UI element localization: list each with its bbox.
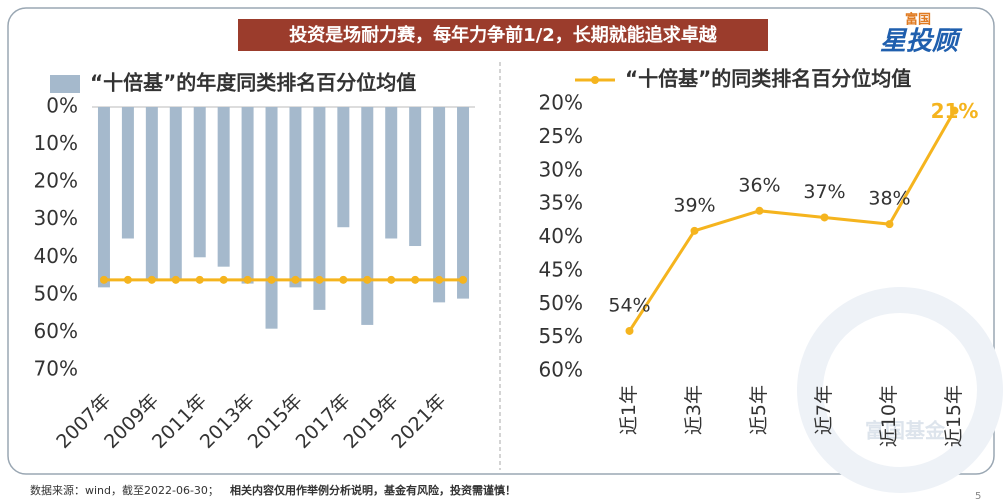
bar (97, 107, 110, 288)
watermark: 富国基金 (865, 419, 946, 443)
data-label: 21% (931, 99, 979, 123)
x-tick-label: 近1年 (618, 385, 640, 435)
y-tick-label: 20% (539, 91, 583, 115)
bar (169, 107, 182, 280)
footer-source: 数据来源：wind，截至2022-06-30； (30, 483, 219, 497)
logo-top: 富国 (905, 12, 931, 28)
marker (291, 275, 300, 284)
title-banner (238, 19, 768, 51)
marker (123, 275, 132, 284)
marker (243, 275, 252, 284)
data-label: 36% (738, 174, 780, 196)
title: 投资是场耐力赛，每年力争前1/2，长期就能追求卓越 (289, 24, 718, 46)
y-tick-label: 60% (539, 358, 583, 382)
y-tick-label: 40% (539, 224, 583, 248)
y-tick-label: 25% (539, 124, 583, 148)
marker (435, 275, 444, 284)
page-number: 5 (975, 491, 981, 502)
marker (387, 275, 396, 284)
marker (820, 213, 829, 222)
x-tick-label: 近3年 (683, 385, 705, 435)
marker (950, 106, 959, 115)
bar (193, 107, 206, 258)
y-tick-label: 0% (46, 94, 78, 118)
marker (755, 206, 764, 215)
x-tick-label: 近15年 (943, 385, 965, 447)
bar (289, 107, 302, 288)
y-tick-label: 50% (34, 281, 78, 305)
logo-main: 星投顾 (880, 27, 963, 57)
y-tick-label: 50% (539, 291, 583, 315)
x-tick-label: 近10年 (878, 385, 900, 447)
marker (219, 275, 228, 284)
marker (339, 275, 348, 284)
y-tick-label: 45% (539, 257, 583, 281)
watermark-ring (797, 287, 1003, 493)
bar (241, 107, 254, 284)
marker (99, 275, 108, 284)
y-tick-label: 55% (539, 324, 583, 348)
legend-label: “十倍基”的同类排名百分位均值 (625, 67, 911, 91)
data-label: 37% (803, 181, 845, 203)
marker (171, 275, 180, 284)
marker (195, 275, 204, 284)
footer-note: 相关内容仅用作举例分析说明，基金有风险，投资需谨慎！ (230, 483, 516, 497)
data-label: 54% (608, 294, 650, 316)
bar (385, 107, 398, 239)
y-tick-label: 10% (34, 131, 78, 155)
frame (7, 7, 995, 475)
line (628, 109, 956, 332)
y-tick-label: 40% (34, 244, 78, 268)
y-tick-label: 60% (34, 319, 78, 343)
bar (313, 107, 326, 310)
data-label: 39% (673, 194, 715, 216)
y-tick-label: 35% (539, 191, 583, 215)
x-tick-label: 2021年 (387, 390, 450, 453)
marker (690, 226, 699, 235)
y-tick-label: 30% (539, 157, 583, 181)
marker (147, 275, 156, 284)
x-tick-label: 近5年 (748, 385, 770, 435)
bar (409, 107, 422, 247)
y-tick-label: 70% (34, 357, 78, 381)
marker (411, 275, 420, 284)
x-tick-label: 近7年 (813, 385, 835, 435)
legend-swatch (50, 75, 80, 93)
legend-dot (591, 76, 599, 84)
legend-label: “十倍基”的年度同类排名百分位均值 (90, 71, 416, 95)
bar (121, 107, 134, 239)
marker (363, 275, 372, 284)
marker (267, 275, 276, 284)
data-label: 38% (868, 188, 910, 210)
marker (459, 275, 468, 284)
bar (217, 107, 230, 267)
marker (315, 275, 324, 284)
y-tick-label: 20% (34, 169, 78, 193)
bar (457, 107, 470, 299)
y-tick-label: 30% (34, 206, 78, 230)
bar (145, 107, 158, 280)
marker (625, 326, 634, 335)
bar (265, 107, 278, 329)
bar (433, 107, 446, 303)
bar (361, 107, 374, 325)
bar (337, 107, 350, 228)
marker (885, 220, 894, 229)
